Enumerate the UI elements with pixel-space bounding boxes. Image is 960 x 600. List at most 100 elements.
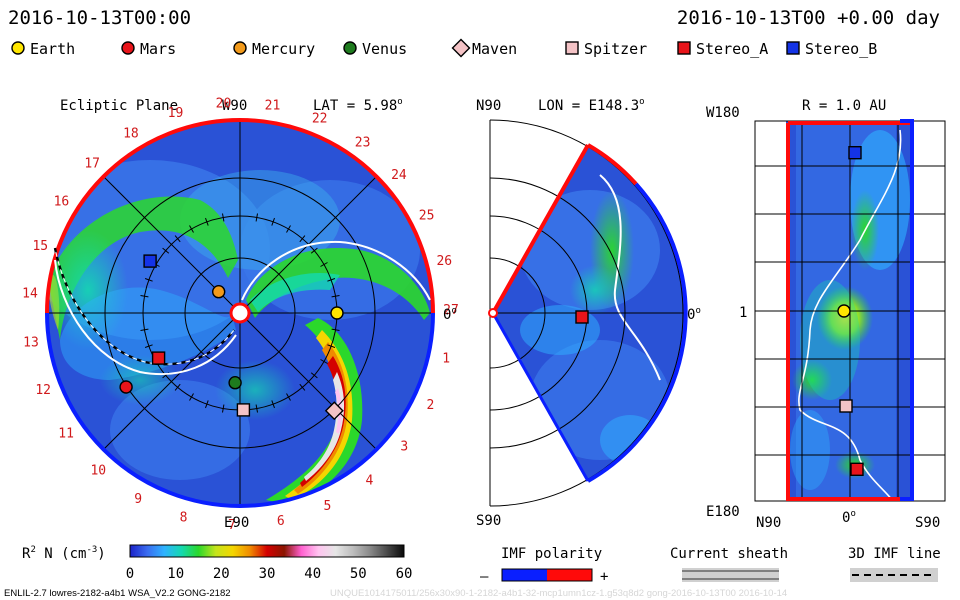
ecliptic-object-stereo_b [143, 254, 157, 268]
carrington-tick-24: 24 [391, 168, 407, 183]
earth-orbit-ticks [139, 212, 341, 414]
colorbar-tick-0: 0 [126, 566, 134, 582]
ecliptic-object-stereo_a [151, 351, 166, 365]
footer-left: ENLIL-2.7 lowres-2182-a4b1 WSA_V2.2 GONG… [4, 588, 231, 599]
shell-object-earth [837, 304, 851, 318]
legend-venus-label: Venus [362, 40, 407, 58]
orbit-tick [140, 295, 149, 298]
legend-spitzer-label: Spitzer [584, 40, 647, 58]
meridional-sheath [599, 174, 661, 381]
boundary-blue-arc-1 [239, 312, 435, 508]
orbit-tick [286, 225, 291, 233]
orbit-tick [310, 372, 318, 379]
carrington-tick-22: 22 [312, 112, 328, 127]
colorbar-ticks: 0 10 20 30 40 50 60 [126, 566, 413, 582]
meridional-title: LON = E148.3o [538, 97, 645, 114]
colorbar-tick-40: 40 [304, 566, 321, 582]
legend-mars-label: Mars [140, 40, 176, 58]
carrington-tick-13: 13 [23, 336, 39, 351]
shell-edge-red [786, 123, 900, 501]
carrington-tick-23: 23 [355, 135, 371, 150]
colorbar-tick-60: 60 [396, 566, 413, 582]
orbit-tick [331, 295, 340, 298]
orbit-tick [255, 404, 258, 413]
colorbar-label: R2 N (cm-3) [22, 545, 106, 562]
boundary-red-arc-1 [239, 118, 435, 314]
imf-polarity-minus: – [480, 569, 489, 585]
legend-maven-label: Maven [472, 40, 517, 58]
carrington-tick-21: 21 [265, 99, 281, 114]
carrington-tick-12: 12 [35, 383, 51, 398]
shell-x-tick-s: S90 [915, 515, 940, 531]
ecliptic-object-mars [119, 380, 133, 394]
orbit-tick [299, 383, 306, 391]
carrington-tick-7: 7 [228, 518, 236, 533]
legend-maven-marker [451, 38, 471, 58]
imf-line-white [54, 247, 235, 365]
orbit-tick [162, 247, 170, 254]
carrington-tick-2: 2 [426, 398, 434, 413]
datetime-right: 2016-10-13T00 +0.00 day [677, 7, 940, 29]
colorbar-tick-10: 10 [167, 566, 184, 582]
shell-object-spitzer [839, 399, 853, 413]
legend-spitzer-marker [565, 41, 579, 55]
orbit-tick [205, 400, 209, 409]
meridional-bottom-label: S90 [476, 513, 501, 529]
carrington-tick-15: 15 [32, 239, 48, 254]
orbit-tick [299, 235, 306, 243]
ecliptic-object-earth [330, 306, 344, 320]
meridional-grid [489, 119, 684, 507]
carrington-tick-16: 16 [54, 195, 70, 210]
carrington-tick-14: 14 [22, 287, 38, 302]
imf-line [53, 247, 235, 366]
colorbar-tick-20: 20 [213, 566, 230, 582]
orbit-tick [271, 400, 275, 409]
legend-stereo-a-label: Stereo_A [696, 40, 768, 58]
ecliptic-panel: Ecliptic Plane W90 LAT = 5.98o [22, 97, 459, 533]
shell-x-tick-n: N90 [756, 515, 781, 531]
colorbar-gradient [129, 544, 405, 558]
shell-objects [837, 145, 864, 476]
legend-stereo-a-marker [677, 41, 691, 55]
ecliptic-bottom-label: E90 [224, 515, 249, 531]
shell-mid-left-label: 1 [739, 305, 747, 321]
ecliptic-lat-label: LAT = 5.98o [313, 97, 403, 114]
legend-stereo-b-marker [786, 41, 800, 55]
legend-earth-marker [11, 41, 25, 55]
wedge-arc-blue [587, 182, 688, 483]
legend-mercury-marker [233, 41, 247, 55]
shell-object-stereo_a [850, 462, 864, 476]
legend-mercury-label: Mercury [252, 40, 315, 58]
meridional-stereo-a [575, 310, 589, 324]
carrington-tick-5: 5 [323, 499, 331, 514]
carrington-tick-4: 4 [365, 474, 373, 489]
wedge-edge-top [491, 144, 590, 314]
carrington-tick-8: 8 [180, 510, 188, 525]
meridional-density-map [493, 145, 686, 481]
carrington-tick-19: 19 [168, 106, 184, 121]
wedge-edge-bottom [491, 312, 590, 482]
boundary-blue-arc-2 [45, 312, 241, 508]
shell-object-stereo_b [848, 145, 862, 160]
datetime-left: 2016-10-13T00:00 [8, 7, 191, 29]
orbit-tick [286, 393, 291, 401]
meridional-top-label: N90 [476, 98, 501, 114]
ecliptic-top-label: W90 [222, 98, 247, 114]
meridional-sun [488, 308, 498, 318]
orbit-tick [327, 344, 336, 348]
carrington-tick-26: 26 [436, 254, 452, 269]
wedge-arc-red [587, 143, 638, 186]
carrington-tick-6: 6 [277, 514, 285, 529]
imf-line-legend: 3D IMF line [848, 546, 941, 582]
orbit-tick [320, 359, 328, 364]
ecliptic-object-mercury [211, 285, 226, 299]
orbit-tick [189, 393, 194, 401]
imf-polarity-plus: + [600, 569, 608, 585]
orbit-tick [222, 404, 225, 413]
legend-venus-marker [343, 41, 357, 55]
ecliptic-object-maven [324, 401, 344, 421]
orbit-tick [310, 247, 318, 254]
orbit-tick [144, 344, 153, 348]
